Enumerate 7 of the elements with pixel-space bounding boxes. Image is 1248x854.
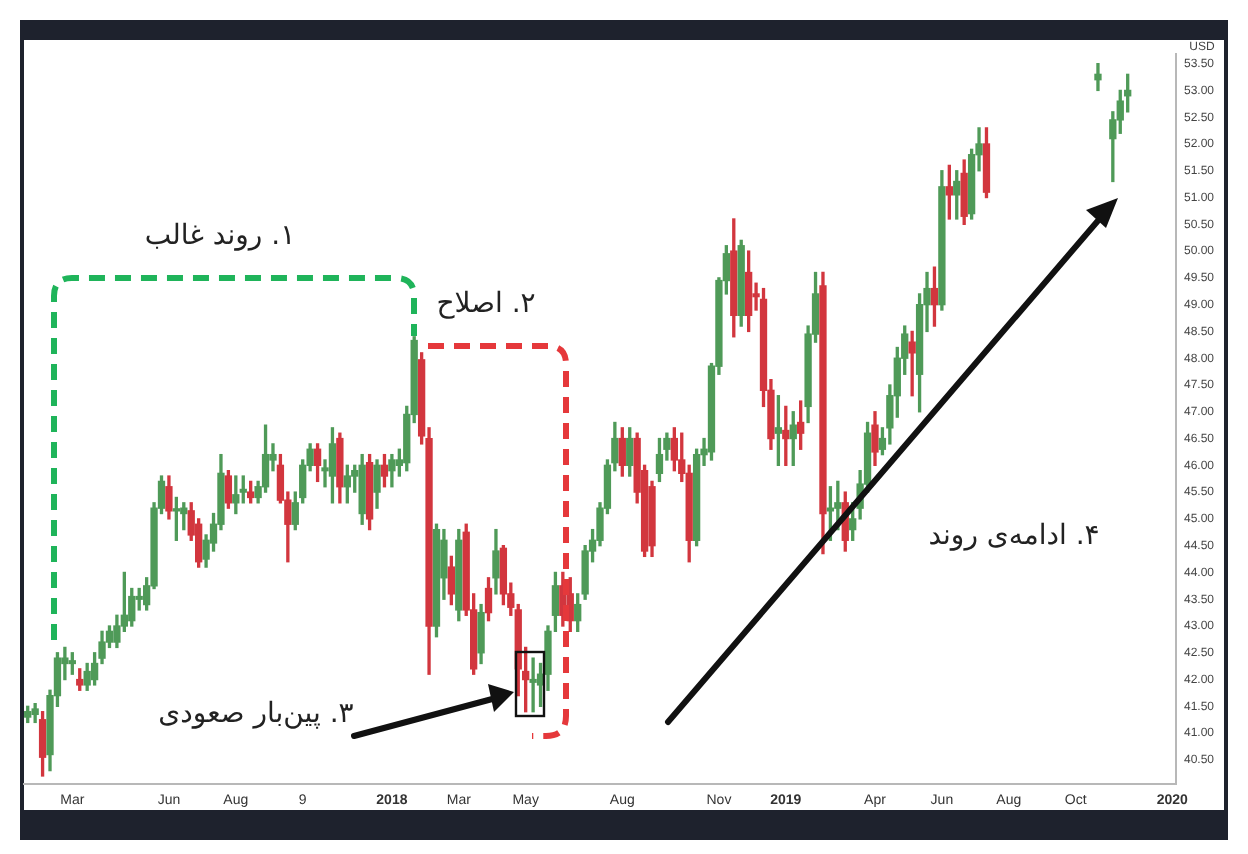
candlestick — [529, 657, 537, 713]
annotation: ۱. روند غالب — [144, 220, 296, 252]
candlestick — [908, 330, 916, 397]
annotation: ۲. اصلاح — [436, 288, 536, 320]
annotation: ۴. ادامه‌ی روند — [928, 520, 1100, 552]
annotation: ۳. پین‌بار صعودی — [158, 698, 354, 730]
candlestick — [1094, 62, 1102, 92]
